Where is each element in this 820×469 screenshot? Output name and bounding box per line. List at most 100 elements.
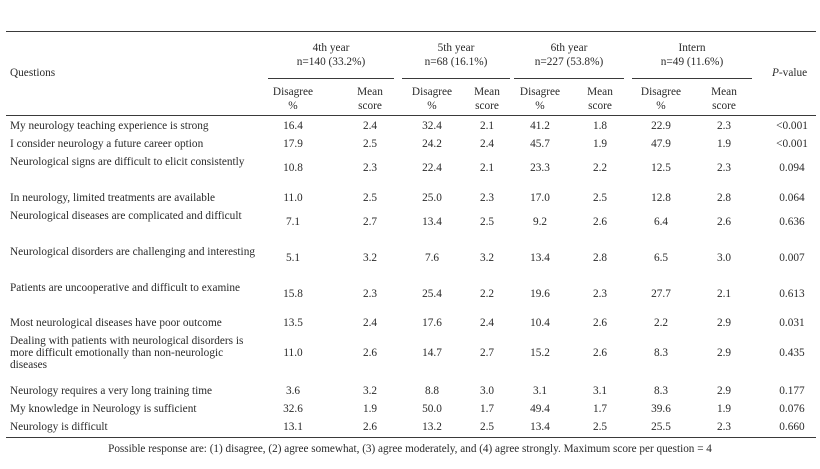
row-p-value: 0.435	[779, 347, 805, 359]
row-disagree-pct: 13.2	[422, 421, 442, 433]
pvalue-header-rest: -value	[778, 67, 808, 79]
row-mean-score: 3.2	[362, 252, 378, 264]
row-mean-score: 2.2	[479, 288, 495, 300]
row-disagree-pct: 6.4	[653, 216, 669, 228]
row-p-value: 0.177	[779, 385, 805, 397]
row-disagree-pct: 45.7	[530, 138, 550, 150]
row-disagree-pct: 10.4	[530, 317, 550, 329]
row-question: Neurology requires a very long training …	[10, 385, 213, 397]
row-disagree-pct: 13.1	[283, 421, 303, 433]
row-disagree-pct: 13.4	[530, 252, 550, 264]
row-disagree-pct: 5.1	[285, 252, 301, 264]
row-mean-score: 2.9	[716, 317, 732, 329]
subheader-mean-unit: score	[475, 100, 499, 112]
subheader-mean-label: Mean	[357, 86, 383, 98]
row-mean-score: 1.9	[362, 403, 378, 415]
row-mean-score: 2.3	[479, 192, 495, 204]
row-mean-score: 2.3	[716, 421, 732, 433]
row-question: Most neurological diseases have poor out…	[10, 317, 222, 329]
row-mean-score: 2.8	[716, 192, 732, 204]
row-question: My neurology teaching experience is stro…	[10, 120, 209, 132]
row-mean-score: 2.7	[362, 216, 378, 228]
subheader-mean-unit: score	[588, 100, 612, 112]
row-p-value: 0.007	[779, 252, 805, 264]
row-question: In neurology, limited treatments are ava…	[10, 192, 216, 204]
row-disagree-pct: 25.0	[422, 192, 442, 204]
row-disagree-pct: 49.4	[530, 403, 550, 415]
row-disagree-pct: 7.6	[424, 252, 440, 264]
group-name-6th-year: 6th year	[550, 42, 588, 54]
row-mean-score: 2.4	[479, 138, 495, 150]
row-disagree-pct: 10.8	[283, 162, 303, 174]
row-disagree-pct: 15.2	[530, 347, 550, 359]
row-p-value: 0.613	[779, 288, 805, 300]
group-name-intern: Intern	[678, 42, 706, 54]
table-bottom-rule	[6, 437, 816, 438]
row-mean-score: 3.0	[716, 252, 732, 264]
row-disagree-pct: 12.5	[651, 162, 671, 174]
row-question: Patients are uncooperative and difficult…	[10, 282, 241, 294]
row-mean-score: 2.9	[716, 347, 732, 359]
row-mean-score: 1.8	[592, 120, 608, 132]
group-name-4th-year: 4th year	[312, 42, 350, 54]
subheader-mean-unit: score	[712, 100, 736, 112]
row-question: I consider neurology a future career opt…	[10, 138, 204, 150]
table-top-rule	[6, 31, 816, 32]
group-rule-intern	[632, 78, 752, 79]
row-disagree-pct: 22.9	[651, 120, 671, 132]
row-disagree-pct: 2.2	[653, 317, 669, 329]
group-rule-6th-year	[514, 78, 624, 79]
row-mean-score: 2.2	[592, 162, 608, 174]
row-mean-score: 2.1	[479, 162, 495, 174]
row-mean-score: 1.9	[592, 138, 608, 150]
group-name-5th-year: 5th year	[437, 42, 475, 54]
row-mean-score: 2.5	[592, 192, 608, 204]
pvalue-header: P-value	[772, 67, 807, 79]
row-disagree-pct: 24.2	[422, 138, 442, 150]
row-mean-score: 2.6	[592, 216, 608, 228]
row-disagree-pct: 3.1	[532, 385, 548, 397]
row-mean-score: 2.9	[716, 385, 732, 397]
row-disagree-pct: 16.4	[283, 120, 303, 132]
subheader-mean-label: Mean	[474, 86, 500, 98]
row-question: Neurological disorders are challenging a…	[10, 246, 255, 258]
header-bottom-rule	[6, 115, 816, 116]
pvalue-header-italic: P	[772, 67, 779, 79]
row-mean-score: 2.5	[479, 216, 495, 228]
row-mean-score: 2.5	[362, 138, 378, 150]
row-mean-score: 2.3	[362, 288, 378, 300]
row-disagree-pct: 41.2	[530, 120, 550, 132]
row-mean-score: 2.6	[716, 216, 732, 228]
row-mean-score: 2.1	[716, 288, 732, 300]
subheader-mean-label: Mean	[587, 86, 613, 98]
row-mean-score: 2.4	[479, 317, 495, 329]
row-disagree-pct: 7.1	[285, 216, 301, 228]
row-mean-score: 3.0	[479, 385, 495, 397]
row-disagree-pct: 8.3	[653, 347, 669, 359]
row-disagree-pct: 11.0	[283, 347, 303, 359]
row-p-value: 0.031	[779, 317, 805, 329]
row-mean-score: 2.3	[716, 162, 732, 174]
row-mean-score: 2.5	[592, 421, 608, 433]
subheader-disagree-label: Disagree	[411, 86, 453, 98]
row-mean-score: 2.3	[716, 120, 732, 132]
row-disagree-pct: 39.6	[651, 403, 671, 415]
row-disagree-pct: 47.9	[651, 138, 671, 150]
row-disagree-pct: 9.2	[532, 216, 548, 228]
row-disagree-pct: 17.6	[422, 317, 442, 329]
row-disagree-pct: 50.0	[422, 403, 442, 415]
subheader-mean-unit: score	[358, 100, 382, 112]
row-disagree-pct: 11.0	[283, 192, 303, 204]
group-rule-5th-year	[402, 78, 510, 79]
row-mean-score: 1.9	[716, 138, 732, 150]
row-disagree-pct: 13.4	[530, 421, 550, 433]
row-p-value: 0.076	[779, 403, 805, 415]
row-disagree-pct: 14.7	[422, 347, 442, 359]
row-disagree-pct: 32.4	[422, 120, 442, 132]
row-mean-score: 2.3	[592, 288, 608, 300]
table-footnote: Possible response are: (1) disagree, (2)…	[108, 443, 712, 455]
row-mean-score: 2.6	[592, 347, 608, 359]
row-disagree-pct: 6.5	[653, 252, 669, 264]
group-n-intern: n=49 (11.6%)	[660, 56, 724, 68]
